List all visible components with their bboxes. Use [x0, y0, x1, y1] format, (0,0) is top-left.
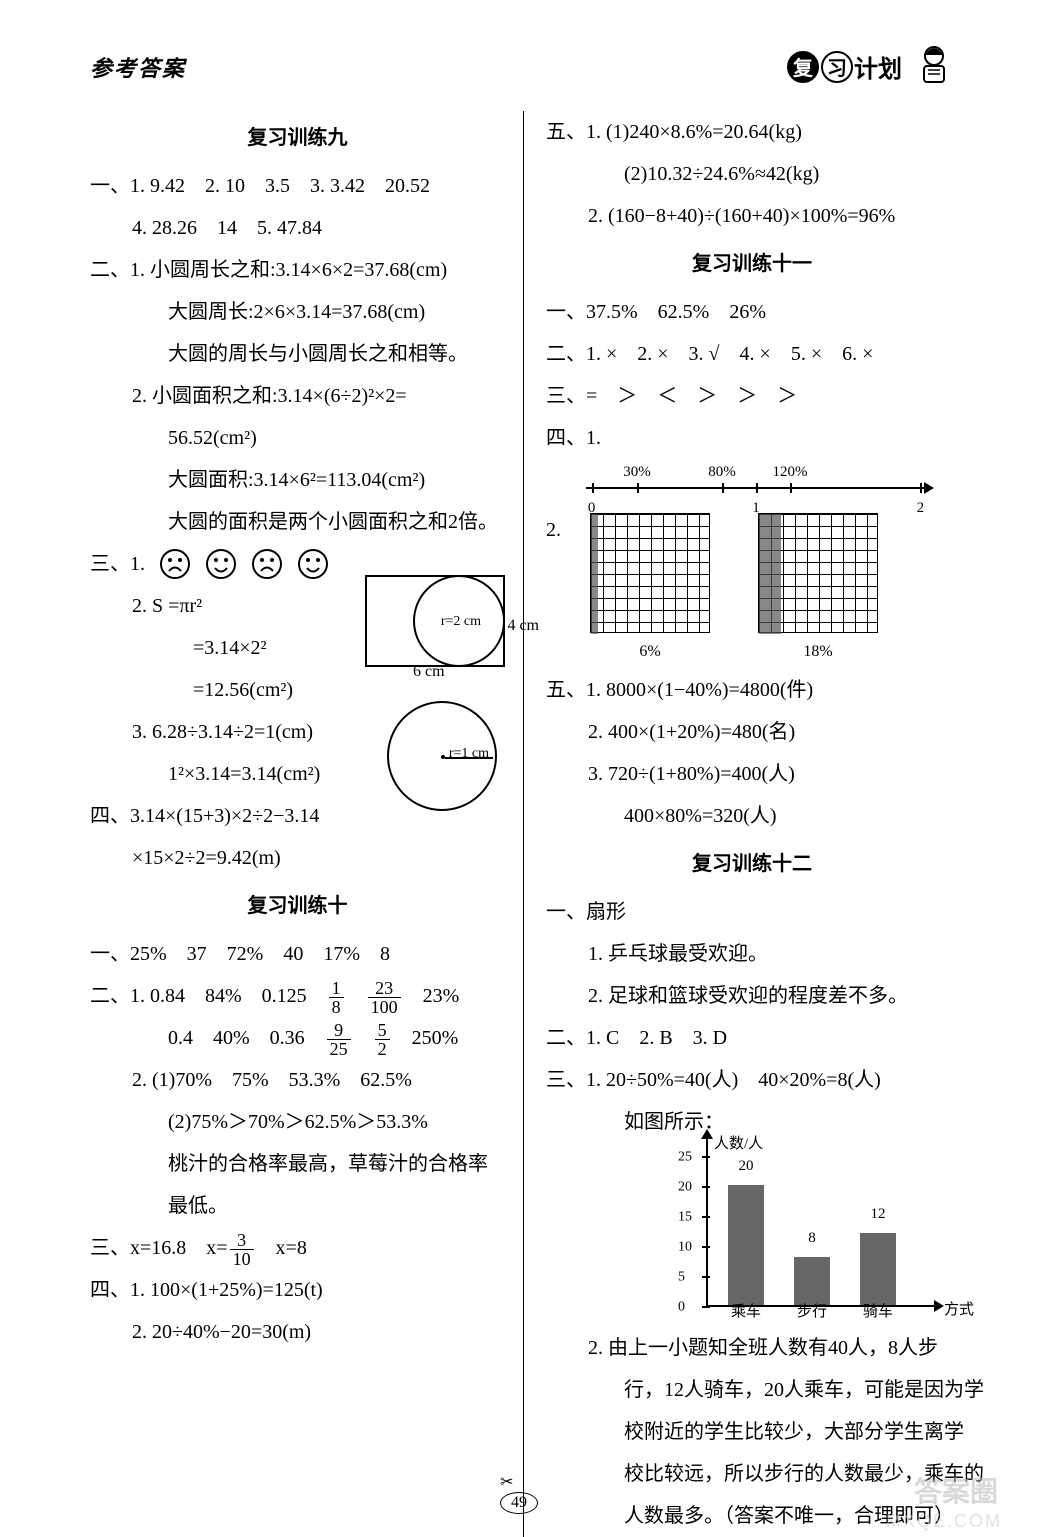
- text-line: 五、1. 8000×(1−40%)=4800(件): [546, 669, 958, 711]
- text-line: 三、= ＞ ＜ ＞ ＞ ＞: [546, 375, 958, 417]
- text-line: 二、1. 0.84 84% 0.125 18 23100 23%: [90, 975, 505, 1017]
- header-badge: 复习计划: [786, 40, 958, 93]
- text-line: 桃汁的合格率最高，草莓汁的合格率: [90, 1143, 505, 1185]
- text-line: 2. S =πr² r=2 cm 4 cm 6 cm: [90, 585, 505, 627]
- text-line: 2. 小圆面积之和:3.14×(6÷2)²×2=: [90, 375, 505, 417]
- text-line: 校比较远，所以步行的人数最少，乘车的: [546, 1453, 958, 1495]
- text: 23%: [403, 985, 460, 1007]
- bar-chart: 人数/人 方式 051015202520乘车8步行12骑车: [676, 1137, 936, 1327]
- text-line: 1. 乒乓球最受欢迎。: [546, 933, 958, 975]
- face-sad-icon: [159, 548, 191, 580]
- text-line: 大圆的周长与小圆周长之和相等。: [90, 333, 505, 375]
- text-line: 2. (1)70% 75% 53.3% 62.5%: [90, 1059, 505, 1101]
- number-line: 30%80%120%012: [586, 463, 926, 507]
- text-line: 一、37.5% 62.5% 26%: [546, 291, 958, 333]
- text-line: 四、1.: [546, 417, 958, 459]
- grid-6pct: 6%: [590, 513, 710, 669]
- text: 二、1. 0.84 84% 0.125: [90, 985, 327, 1007]
- grid-shade: [759, 514, 781, 634]
- diagram-label: r=2 cm: [441, 607, 481, 636]
- label: 2.: [546, 509, 582, 551]
- text-line: 2. 20÷40%−20=30(m): [90, 1311, 505, 1353]
- diagram-label: r=1 cm: [449, 739, 489, 768]
- text-line: 校附近的学生比较少，大部分学生离学: [546, 1411, 958, 1453]
- text: x=8: [256, 1237, 307, 1259]
- text-line: 二、1. × 2. × 3. √ 4. × 5. × 6. ×: [546, 333, 958, 375]
- text-line: 2. 400×(1+20%)=480(名): [546, 711, 958, 753]
- section-title-11: 复习训练十一: [546, 243, 958, 285]
- text-line: 四、1. 100×(1+25%)=125(t): [90, 1269, 505, 1311]
- rect-circle-diagram: r=2 cm 4 cm 6 cm: [365, 575, 505, 667]
- fraction: 52: [375, 1021, 390, 1058]
- text-line: 0.4 40% 0.36 925 52 250%: [90, 1017, 505, 1059]
- text-line: 三、x=16.8 x=310 x=8: [90, 1227, 505, 1269]
- text-line: 4. 28.26 14 5. 47.84: [90, 207, 505, 249]
- mascot-icon: [910, 40, 958, 93]
- text-line: 大圆面积:3.14×6²=113.04(cm²): [90, 459, 505, 501]
- face-happy-icon: [205, 548, 237, 580]
- text-line: 行，12人骑车，20人乘车，可能是因为学: [546, 1369, 958, 1411]
- text: 2. S =πr²: [132, 595, 202, 617]
- grid-label: 6%: [590, 635, 710, 669]
- face-happy-icon: [297, 548, 329, 580]
- text-line: 一、扇形: [546, 891, 958, 933]
- text-line: 最低。: [90, 1185, 505, 1227]
- text-line: ×15×2÷2=9.42(m): [90, 837, 505, 879]
- diagram-label: 6 cm: [413, 655, 445, 689]
- text-line: 三、1. 20÷50%=40(人) 40×20%=8(人): [546, 1059, 958, 1101]
- left-column: 复习训练九 一、1. 9.42 2. 10 3.5 3. 3.42 20.52 …: [90, 111, 524, 1537]
- x-axis-title: 方式: [944, 1295, 974, 1327]
- badge-char-2: 习: [821, 51, 853, 83]
- text-line: (2)10.32÷24.6%≈42(kg): [546, 153, 958, 195]
- watermark-url: MXQE.COM: [886, 1511, 1002, 1532]
- text-line: 一、25% 37 72% 40 17% 8: [90, 933, 505, 975]
- section-title-10: 复习训练十: [90, 885, 505, 927]
- text-line: 一、1. 9.42 2. 10 3.5 3. 3.42 20.52: [90, 165, 505, 207]
- section-title-12: 复习训练十二: [546, 843, 958, 885]
- fraction: 23100: [368, 979, 401, 1016]
- text-line: 3. 6.28÷3.14÷2=1(cm) r=1 cm: [90, 711, 505, 753]
- text-line: 2. 足球和篮球受欢迎的程度差不多。: [546, 975, 958, 1017]
- fraction: 310: [230, 1231, 254, 1268]
- text-line: 大圆周长:2×6×3.14=37.68(cm): [90, 291, 505, 333]
- text-line: 56.52(cm²): [90, 417, 505, 459]
- circle-diagram: r=1 cm: [387, 701, 497, 811]
- text-line: 二、1. 小圆周长之和:3.14×6×2=37.68(cm): [90, 249, 505, 291]
- label: 四、1.: [546, 427, 601, 449]
- diagram-label: 4 cm: [507, 609, 539, 643]
- text-line: 五、1. (1)240×8.6%=20.64(kg): [546, 111, 958, 153]
- text-line: 2. 由上一小题知全班人数有40人，8人步: [546, 1327, 958, 1369]
- text-line: 3. 720÷(1+80%)=400(人): [546, 753, 958, 795]
- badge-rest: 计划: [854, 49, 902, 84]
- fuxi-badge: 复习计划: [786, 49, 902, 84]
- page-number: ✂49: [500, 1472, 538, 1514]
- fraction: 18: [329, 979, 344, 1016]
- grid-shade: [591, 514, 598, 634]
- label: 三、1.: [90, 543, 145, 585]
- right-column: 五、1. (1)240×8.6%=20.64(kg) (2)10.32÷24.6…: [524, 111, 958, 1537]
- face-sad-icon: [251, 548, 283, 580]
- text-line: (2)75%＞70%＞62.5%＞53.3%: [90, 1101, 505, 1143]
- text-line: 2. (160−8+40)÷(160+40)×100%=96%: [546, 195, 958, 237]
- section-title-9: 复习训练九: [90, 117, 505, 159]
- text: 250%: [392, 1027, 459, 1049]
- header-title: 参考答案: [90, 51, 186, 83]
- content-columns: 复习训练九 一、1. 9.42 2. 10 3.5 3. 3.42 20.52 …: [90, 111, 958, 1537]
- text: 三、x=16.8 x=: [90, 1237, 228, 1259]
- text-line: 400×80%=320(人): [546, 795, 958, 837]
- badge-char-1: 复: [787, 51, 819, 83]
- grid-label: 18%: [758, 635, 878, 669]
- watermark: 答案圈: [914, 1470, 998, 1510]
- text-line: 二、1. C 2. B 3. D: [546, 1017, 958, 1059]
- text: 3. 6.28÷3.14÷2=1(cm): [132, 721, 313, 743]
- page-header: 参考答案 复习计划: [90, 40, 958, 93]
- text: 0.4 40% 0.36: [168, 1027, 325, 1049]
- text-line: 大圆的面积是两个小圆面积之和2倍。: [90, 501, 505, 543]
- fraction: 925: [327, 1021, 351, 1058]
- grid-18pct: 18%: [758, 513, 878, 669]
- grid-row: 2. 6% 18%: [546, 509, 958, 669]
